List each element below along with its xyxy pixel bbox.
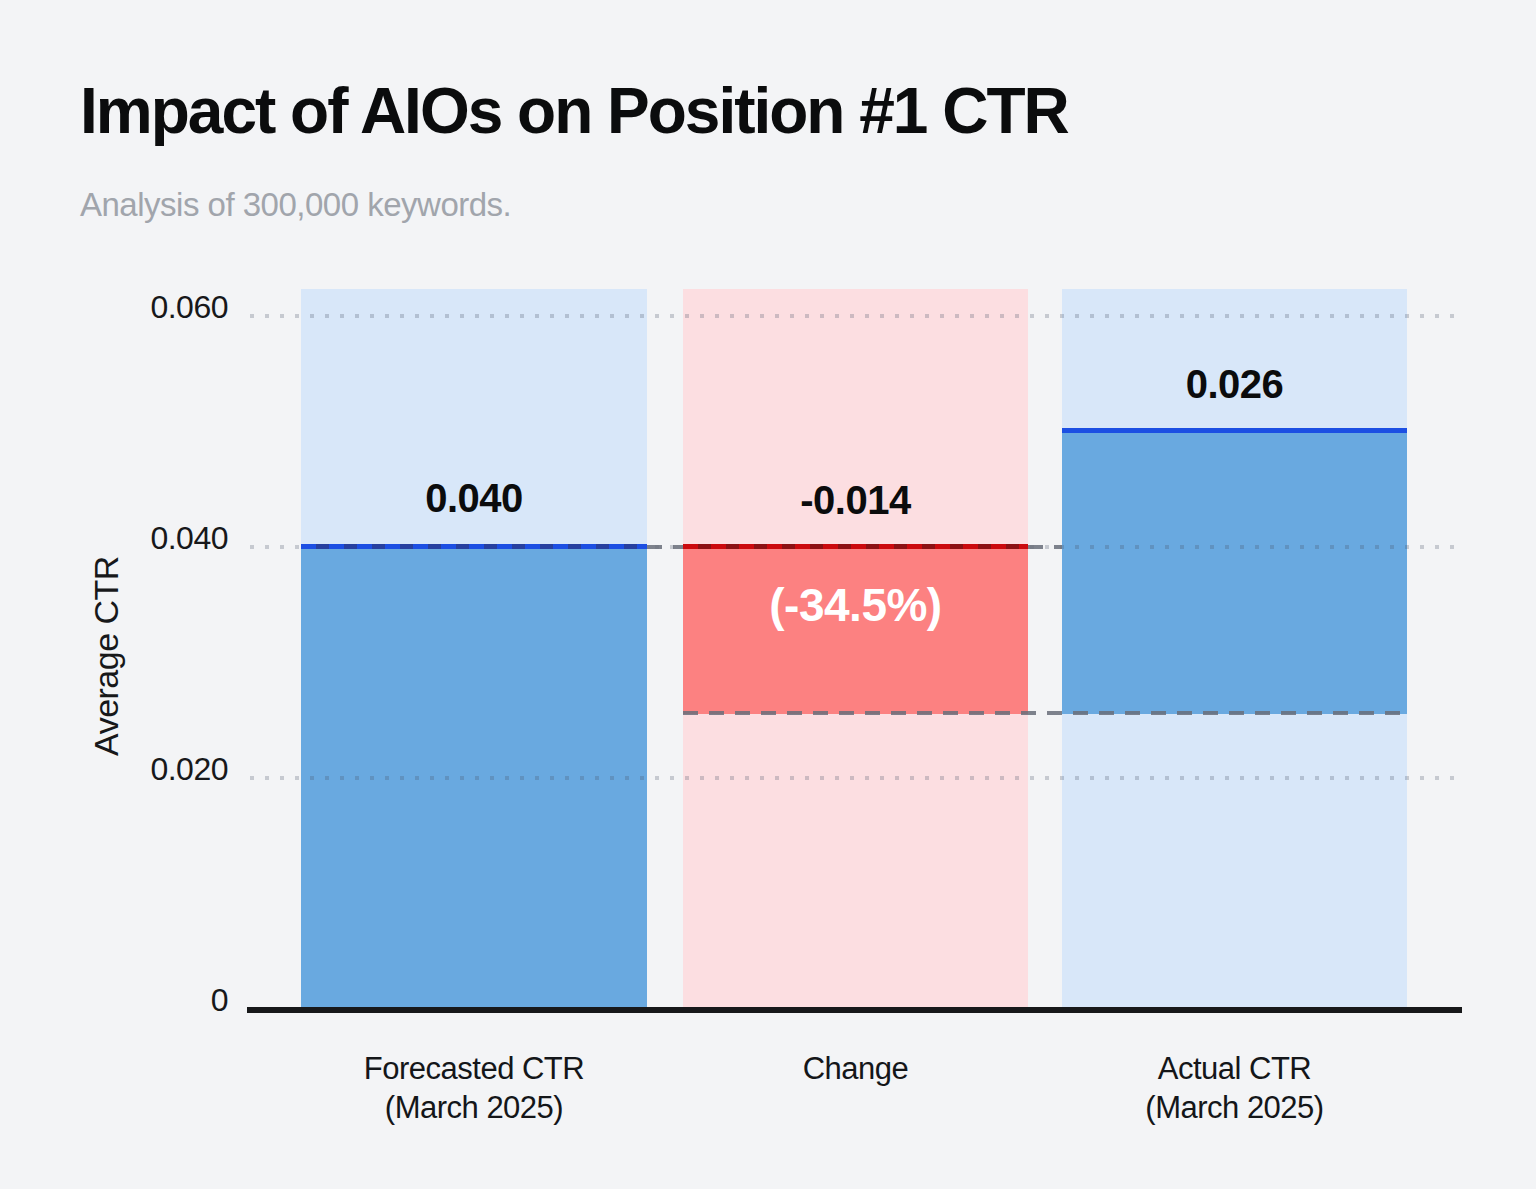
chart-canvas: Impact of AIOs on Position #1 CTR Analys…	[0, 0, 1536, 1189]
gridline-0060	[250, 314, 1460, 318]
x-label-change-line1: Change	[803, 1051, 909, 1086]
connector-dash-040-right	[1028, 545, 1062, 549]
y-tick-0060: 0.060	[40, 289, 228, 326]
bar-forecasted-topline	[301, 544, 647, 549]
value-label-actual: 0.026	[1062, 362, 1407, 407]
x-label-actual-line2: (March 2025)	[1145, 1090, 1323, 1125]
bar-change-topline	[683, 544, 1028, 549]
value-label-forecasted: 0.040	[301, 476, 647, 521]
percent-label-change: (-34.5%)	[683, 578, 1028, 632]
bar-actual-fill	[1062, 431, 1407, 714]
connector-dash-040-left	[647, 545, 683, 549]
y-axis-title: Average CTR	[87, 456, 129, 856]
connector-dash-026	[683, 711, 1406, 715]
x-label-change: Change	[683, 1049, 1028, 1088]
x-label-actual-line1: Actual CTR	[1158, 1051, 1311, 1086]
chart-subtitle: Analysis of 300,000 keywords.	[80, 186, 511, 224]
gridline-0020	[250, 776, 1460, 780]
y-tick-0040: 0.040	[40, 520, 228, 557]
x-label-forecasted-line1: Forecasted CTR	[364, 1051, 584, 1086]
value-label-change: -0.014	[683, 478, 1028, 523]
bar-actual-topline	[1062, 428, 1407, 433]
x-axis-line	[247, 1007, 1462, 1013]
x-label-forecasted: Forecasted CTR (March 2025)	[301, 1049, 647, 1127]
y-tick-0020: 0.020	[40, 751, 228, 788]
y-tick-0: 0	[40, 982, 228, 1019]
x-label-actual: Actual CTR (March 2025)	[1062, 1049, 1407, 1127]
chart-title: Impact of AIOs on Position #1 CTR	[80, 76, 1068, 146]
x-label-forecasted-line2: (March 2025)	[385, 1090, 563, 1125]
